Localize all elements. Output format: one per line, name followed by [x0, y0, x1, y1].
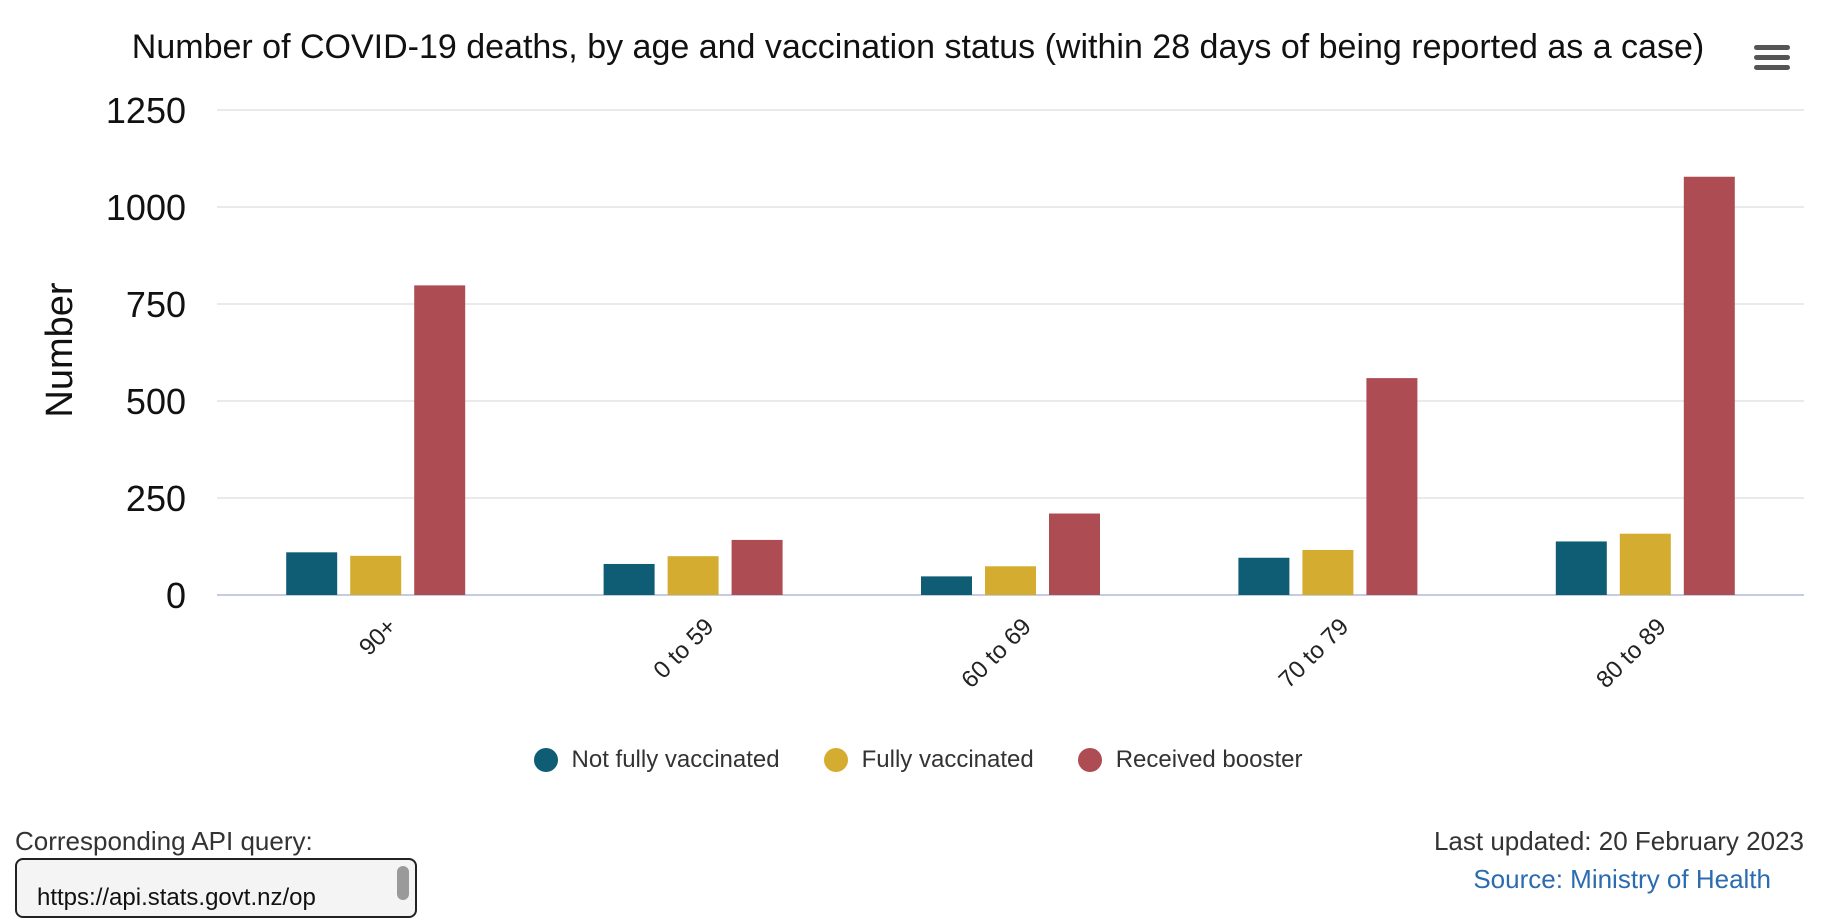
bar-received-booster-60-to-69[interactable]: [1049, 513, 1100, 595]
bar-received-booster-70-to-79[interactable]: [1366, 378, 1418, 595]
bar-received-booster-0-to-59[interactable]: [731, 539, 783, 595]
hamburger-menu-icon: [1754, 45, 1790, 50]
hamburger-menu-icon-bar: [1754, 55, 1790, 60]
bar-chart: 0 250 500 750 1000 1250 90+ 0 to 59 60 to 69 70 …: [39, 90, 1804, 694]
y-tick-label: 1000: [106, 187, 186, 228]
y-tick-label: 0: [166, 575, 186, 616]
bar-not-fully-vaccinated-90plus[interactable]: [286, 552, 338, 595]
x-tick-label: 80 to 89: [1591, 613, 1671, 693]
y-axis-label: Number: [39, 282, 81, 417]
bar-fully-vaccinated-90plus[interactable]: [350, 555, 402, 595]
y-tick-label: 500: [126, 381, 186, 422]
legend-label: Not fully vaccinated: [571, 746, 780, 773]
chart-title: Number of COVID-19 deaths, by age and va…: [131, 28, 1705, 66]
legend-item-fully-vaccinated[interactable]: Fully vaccinated: [823, 746, 1034, 774]
bar-not-fully-vaccinated-0-to-59[interactable]: [603, 563, 655, 595]
legend-label: Received booster: [1115, 746, 1303, 773]
x-tick-label: 0 to 59: [648, 613, 719, 684]
api-query-label: Corresponding API query:: [15, 826, 313, 856]
legend-item-received-booster[interactable]: Received booster: [1077, 746, 1303, 774]
legend-label: Fully vaccinated: [861, 746, 1034, 773]
chart-menu-button[interactable]: [1752, 42, 1792, 76]
bar-not-fully-vaccinated-70-to-79[interactable]: [1238, 557, 1290, 595]
x-tick-label: 90+: [354, 613, 402, 661]
x-axis-ticks: 90+ 0 to 59 60 to 69 70 to 79 80 to 89: [354, 613, 1671, 693]
y-tick-label: 250: [126, 478, 186, 519]
source-link[interactable]: Source: Ministry of Health: [1473, 864, 1771, 894]
bars: [286, 176, 1735, 595]
bar-fully-vaccinated-60-to-69[interactable]: [985, 566, 1036, 595]
bar-not-fully-vaccinated-80-to-89[interactable]: [1555, 541, 1607, 595]
legend-item-not-fully-vaccinated[interactable]: Not fully vaccinated: [533, 746, 780, 774]
last-updated-text: Last updated: 20 February 2023: [1433, 826, 1804, 856]
bar-not-fully-vaccinated-60-to-69[interactable]: [921, 576, 972, 595]
chart-legend: Not fully vaccinated Fully vaccinated Re…: [0, 746, 1836, 774]
api-query-scrollbar[interactable]: [397, 866, 409, 900]
bar-received-booster-90plus[interactable]: [414, 285, 466, 595]
legend-dot-icon: [1077, 748, 1102, 772]
x-tick-label: 70 to 79: [1274, 613, 1354, 693]
legend-dot-icon: [533, 748, 558, 772]
y-axis-ticks: 0 250 500 750 1000 1250: [106, 90, 186, 616]
bar-fully-vaccinated-0-to-59[interactable]: [667, 556, 719, 595]
y-tick-label: 1250: [106, 90, 186, 131]
hamburger-menu-icon-bar: [1754, 65, 1790, 70]
y-tick-label: 750: [126, 284, 186, 325]
legend-dot-icon: [823, 748, 848, 772]
x-tick-label: 60 to 69: [956, 613, 1036, 693]
api-query-box[interactable]: https://api.stats.govt.nz/op: [15, 858, 417, 918]
bar-received-booster-80-to-89[interactable]: [1683, 176, 1735, 595]
bar-fully-vaccinated-80-to-89[interactable]: [1619, 533, 1671, 595]
bar-fully-vaccinated-70-to-79[interactable]: [1302, 549, 1354, 595]
api-query-text[interactable]: https://api.stats.govt.nz/op: [37, 884, 316, 911]
